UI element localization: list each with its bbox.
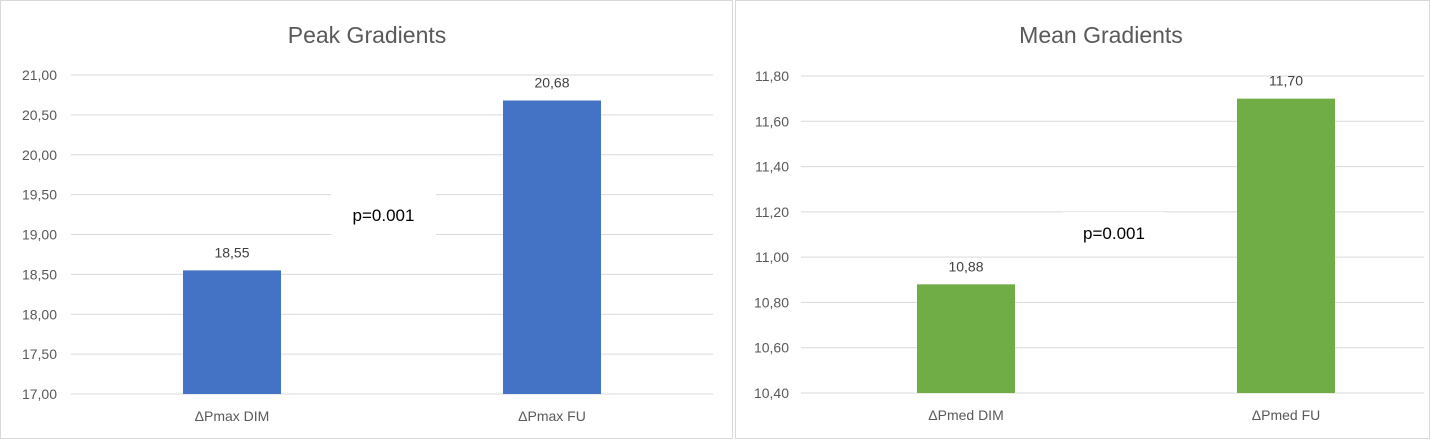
category-label: ΔPmax FU — [518, 408, 586, 424]
p-value-box — [1063, 212, 1165, 254]
y-tick-label: 17,50 — [22, 346, 57, 362]
peak-gradients-chart-panel: Peak Gradients 17,00 17,50 18,00 18,50 19,00 1… — [0, 0, 733, 439]
p-value-box — [331, 194, 436, 236]
data-label: 10,88 — [948, 258, 983, 274]
y-tick-label: 11,20 — [755, 204, 789, 220]
y-tick-label: 11,40 — [755, 159, 789, 175]
y-tick-label: 10,60 — [754, 340, 789, 356]
y-tick-label: 18,50 — [22, 266, 57, 282]
peak-gradients-chart: Peak Gradients 17,00 17,50 18,00 18,50 19,00 1… — [22, 22, 713, 424]
y-tick-label: 21,00 — [22, 67, 57, 83]
bar — [503, 100, 601, 395]
bar — [917, 284, 1015, 393]
y-tick-label: 11,60 — [755, 113, 789, 129]
y-tick-label: 10,40 — [754, 385, 789, 401]
y-tick-label: 20,00 — [22, 147, 57, 163]
y-tick-label: 10,80 — [754, 294, 789, 310]
category-label: ΔPmed DIM — [928, 407, 1003, 423]
mean-gradients-chart: Mean Gradients 10,40 10,60 10,80 11,00 11,20 1… — [754, 22, 1424, 423]
data-label: 11,70 — [1269, 73, 1303, 89]
mean-gradients-chart-panel: Mean Gradients 10,40 10,60 10,80 11,00 11,20 1… — [735, 0, 1430, 439]
category-label: ΔPmed FU — [1252, 407, 1320, 423]
y-tick-label: 11,80 — [755, 68, 789, 84]
chart-title: Peak Gradients — [288, 22, 447, 48]
y-tick-label: 11,00 — [755, 249, 789, 265]
p-value-annotation: p=0.001 — [353, 206, 415, 225]
y-tick-label: 20,50 — [22, 107, 57, 123]
y-tick-label: 19,00 — [22, 227, 57, 243]
category-label: ΔPmax DIM — [195, 408, 270, 424]
data-label: 18,55 — [214, 244, 249, 260]
data-label: 20,68 — [534, 75, 569, 91]
p-value-annotation: p=0.001 — [1083, 224, 1145, 243]
bar — [183, 270, 281, 394]
bar — [1237, 98, 1335, 394]
y-tick-label: 18,00 — [22, 306, 57, 322]
y-tick-label: 17,00 — [22, 386, 57, 402]
chart-title: Mean Gradients — [1019, 22, 1183, 48]
y-tick-label: 19,50 — [22, 187, 57, 203]
